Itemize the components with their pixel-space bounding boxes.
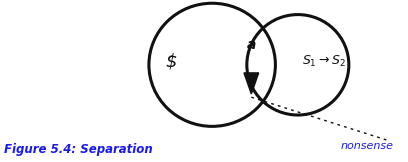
Text: $: $: [166, 52, 177, 71]
Text: $S_1 \rightarrow S_2$: $S_1 \rightarrow S_2$: [302, 54, 346, 69]
Polygon shape: [244, 73, 259, 94]
Text: nonsense: nonsense: [341, 141, 394, 151]
Text: Figure 5.4: Separation: Figure 5.4: Separation: [4, 143, 153, 156]
Text: a: a: [247, 38, 256, 52]
